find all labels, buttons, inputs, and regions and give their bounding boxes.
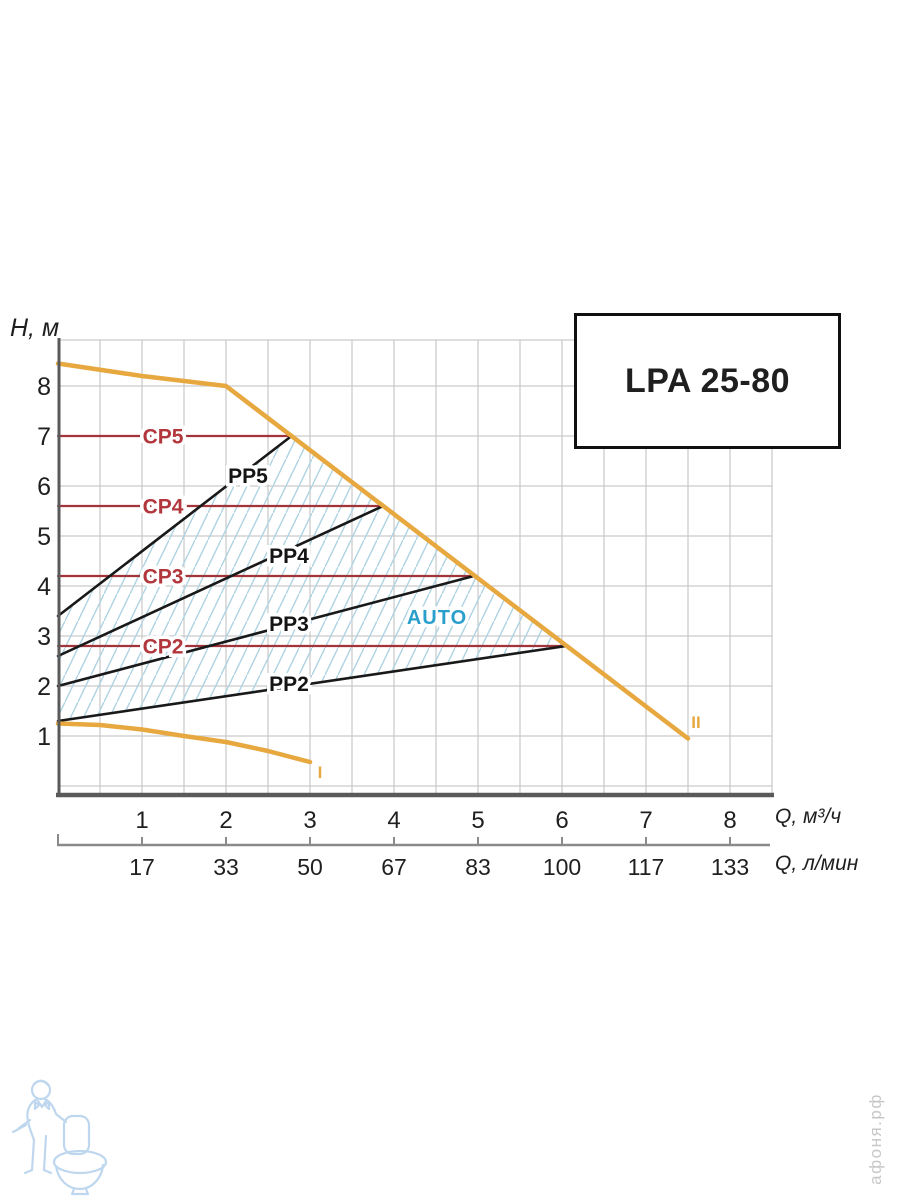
y-tick-3: 3 (37, 623, 51, 651)
y-axis-label: H, м (10, 314, 60, 342)
y-tick-2: 2 (37, 673, 51, 701)
cp4-label: CP4 (143, 496, 184, 519)
flow-tick-83: 83 (465, 854, 491, 880)
flow-tick-50: 50 (297, 854, 323, 880)
plumber-logo-watermark (11, 1079, 108, 1196)
secondary-x-axis-unit-label: Q, л/мин (775, 852, 859, 875)
y-tick-labels: 1 2 3 4 5 6 7 8 (37, 373, 51, 751)
title-box: LPA 25-80 (574, 313, 841, 449)
pp2-curve (56, 644, 568, 723)
speed-2-label: II (691, 713, 700, 732)
pump-model-title: LPA 25-80 (624, 361, 791, 400)
pp3-label: PP3 (269, 613, 309, 636)
auto-operating-region (58, 436, 567, 721)
flow-tick-133: 133 (711, 854, 749, 880)
flow-tick-33: 33 (213, 854, 239, 880)
cp2-label: CP2 (143, 636, 184, 659)
pp4-label: PP4 (269, 545, 309, 568)
speed-1-label: I (318, 763, 323, 782)
x-tick-1: 1 (135, 807, 148, 834)
x-tick-5: 5 (471, 807, 484, 834)
x-tick-7: 7 (639, 807, 652, 834)
x-tick-4: 4 (387, 807, 400, 834)
flow-tick-67: 67 (381, 854, 407, 880)
pp3-curve (56, 574, 476, 688)
y-tick-1: 1 (37, 723, 51, 751)
speed-2-curve (55, 361, 691, 741)
y-tick-5: 5 (37, 523, 51, 551)
pp4-curve (56, 504, 385, 658)
pp5-label: PP5 (228, 465, 268, 488)
cp3-label: CP3 (143, 566, 184, 589)
cp5-label: CP5 (143, 426, 184, 449)
site-watermark-text: афоня.рф (866, 1093, 885, 1185)
x-tick-6: 6 (555, 807, 568, 834)
pp5-curve (56, 434, 293, 618)
x-tick-labels: 1 2 3 4 5 6 7 8 (135, 807, 736, 834)
axes (56, 338, 774, 798)
auto-zone-label: AUTO (407, 607, 467, 629)
flow-tick-100: 100 (543, 854, 581, 880)
pp2-label: PP2 (269, 673, 309, 696)
speed-1-curve (55, 721, 313, 765)
x-tick-8: 8 (723, 807, 736, 834)
y-tick-7: 7 (37, 423, 51, 451)
flow-tick-17: 17 (129, 854, 155, 880)
flow-ruler (57, 834, 770, 847)
y-tick-8: 8 (37, 373, 51, 401)
flow-tick-labels: 17 33 50 67 83 100 117 133 (129, 854, 749, 880)
x-tick-2: 2 (219, 807, 232, 834)
plumber-with-toilet-icon (11, 1079, 108, 1196)
curves (55, 361, 691, 765)
x-axis-unit-label: Q, м³/ч (775, 805, 842, 828)
flow-tick-117: 117 (628, 854, 665, 880)
grid (58, 339, 773, 795)
y-tick-6: 6 (37, 473, 51, 501)
y-tick-4: 4 (37, 573, 51, 601)
x-tick-3: 3 (303, 807, 316, 834)
